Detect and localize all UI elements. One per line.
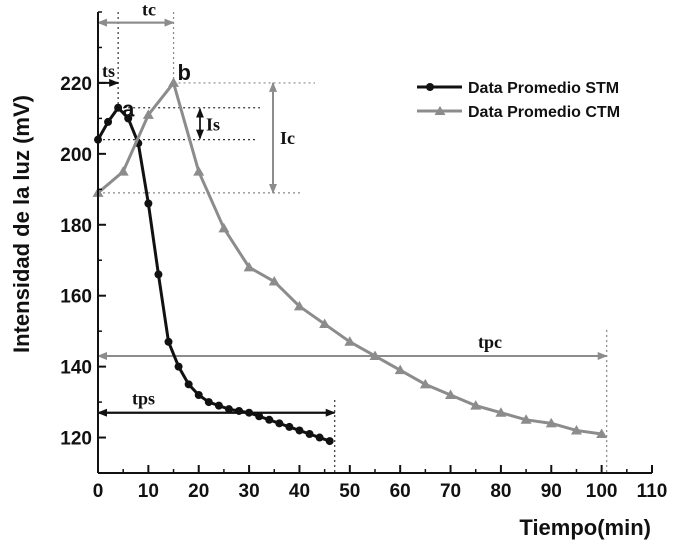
series-0-point-5 — [144, 199, 153, 208]
series-1-point-15 — [470, 400, 482, 410]
label-ts: ts — [102, 61, 115, 81]
series-1-point-8 — [293, 300, 305, 311]
series-1-point-18 — [545, 417, 557, 428]
series-0-point-15 — [245, 408, 254, 417]
x-tick-label-20: 20 — [188, 481, 209, 502]
series-0-point-18 — [275, 419, 284, 428]
legend: Data Promedio STM Data Promedio CTM — [417, 80, 620, 121]
series-1-point-2 — [142, 109, 154, 119]
series-0-point-2 — [114, 103, 123, 112]
label-b: b — [178, 60, 191, 85]
series-0-point-22 — [315, 433, 324, 442]
series-0-point-11 — [204, 398, 213, 407]
legend-ctm-marker — [434, 106, 446, 115]
x-tick-label-10: 10 — [138, 481, 159, 502]
series-1-point-6 — [243, 261, 255, 272]
label-is: Is — [206, 115, 220, 135]
y-tick-label-180: 180 — [60, 216, 92, 237]
x-tick-label-50: 50 — [339, 481, 360, 502]
label-ic: Ic — [280, 128, 295, 148]
x-tick-label-90: 90 — [541, 481, 562, 502]
series-1-point-14 — [445, 389, 457, 399]
legend-stm-marker — [426, 83, 434, 91]
series-1-point-12 — [394, 364, 406, 375]
y-tick-label-120: 120 — [60, 429, 92, 450]
y-axis-title: Intensidad de la luz (mV) — [9, 95, 34, 353]
series-1-point-5 — [218, 222, 230, 233]
x-tick-label-60: 60 — [390, 481, 411, 502]
y-tick-label-160: 160 — [60, 287, 92, 308]
series-0-point-13 — [224, 405, 233, 414]
x-axis-title: Tiempo(min) — [519, 515, 651, 540]
series-0-point-1 — [104, 117, 113, 126]
legend-ctm-label: Data Promedio CTM — [468, 104, 620, 121]
y-tick-label-200: 200 — [60, 145, 92, 166]
x-tick-label-70: 70 — [440, 481, 461, 502]
x-tick-label-30: 30 — [239, 481, 260, 502]
series-0-point-6 — [154, 270, 163, 279]
legend-stm-label: Data Promedio STM — [468, 80, 619, 97]
label-tpc: tpc — [478, 332, 502, 352]
x-tick-label-40: 40 — [289, 481, 310, 502]
series-1-point-19 — [570, 424, 582, 435]
series-0-point-9 — [184, 380, 193, 389]
series-0-point-3 — [124, 114, 133, 123]
series-1-point-9 — [319, 318, 331, 329]
series-1-point-3 — [168, 77, 180, 87]
x-tick-label-100: 100 — [586, 481, 618, 502]
series-1-point-16 — [495, 407, 507, 417]
series-0-point-17 — [265, 415, 274, 424]
series-line-1 — [97, 81, 602, 436]
series-1-point-17 — [520, 414, 532, 424]
series-1-point-11 — [369, 350, 381, 360]
series-0-point-10 — [194, 390, 203, 399]
x-tick-label-80: 80 — [490, 481, 511, 502]
series-0-point-14 — [235, 406, 244, 415]
axes-layer: 0 10 20 30 40 50 60 70 80 90 100 110 120 140 160 180 200… — [60, 11, 668, 502]
label-tps: tps — [132, 389, 155, 409]
series-1-point-1 — [117, 166, 129, 176]
series-0-point-21 — [305, 429, 314, 438]
series-1-point-7 — [268, 276, 280, 286]
series-layer — [92, 77, 608, 446]
y-tick-label-220: 220 — [60, 74, 92, 95]
series-1-point-20 — [596, 428, 608, 438]
x-tick-label-110: 110 — [637, 481, 668, 502]
series-1-point-4 — [193, 166, 205, 176]
series-1-point-10 — [344, 336, 356, 346]
series-0-point-20 — [295, 426, 304, 435]
series-0-point-23 — [325, 437, 334, 446]
label-tc: tc — [142, 0, 156, 20]
x-tick-label-0: 0 — [93, 481, 104, 502]
series-0-point-7 — [164, 337, 173, 346]
series-0-point-8 — [174, 362, 183, 371]
y-tick-label-140: 140 — [60, 358, 92, 379]
series-0-point-16 — [255, 412, 264, 421]
series-0-point-19 — [285, 422, 294, 431]
series-1-point-13 — [419, 378, 431, 389]
series-0-point-12 — [214, 401, 223, 410]
